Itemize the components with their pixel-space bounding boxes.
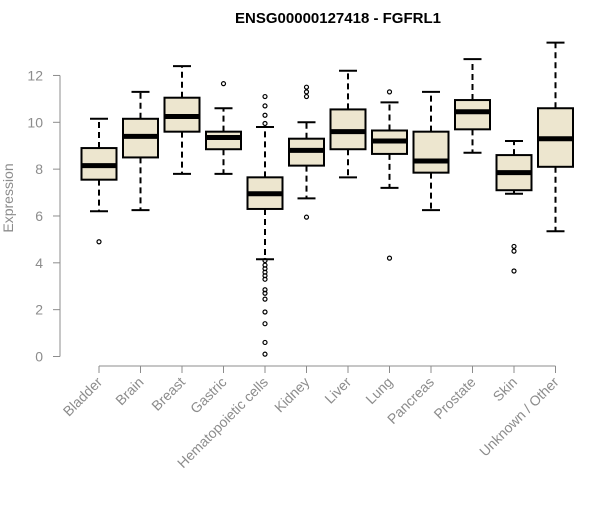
outlier-point xyxy=(511,248,517,254)
y-tick-label: 10 xyxy=(27,114,43,130)
box-liver xyxy=(329,69,367,179)
box-breast xyxy=(163,65,201,175)
outlier-point xyxy=(303,93,310,100)
y-axis-label: Expression xyxy=(0,163,16,232)
outlier-point xyxy=(262,112,268,118)
category-label: Unknown / Other xyxy=(476,374,562,460)
box-iqr xyxy=(454,99,491,131)
outlier-point xyxy=(262,309,268,315)
box-bladder xyxy=(80,117,118,245)
y-tick-label: 2 xyxy=(35,302,43,318)
outlier-point xyxy=(262,93,268,100)
outlier-point xyxy=(262,257,268,264)
y-tick-label: 0 xyxy=(35,349,43,365)
box-iqr xyxy=(205,130,242,151)
chart-title: ENSG00000127418 - FGFRL1 xyxy=(235,10,441,27)
outlier-point xyxy=(511,268,517,274)
box-gastric xyxy=(205,81,242,175)
outlier-point xyxy=(386,89,393,95)
box-skin xyxy=(495,140,533,274)
y-tick-label: 12 xyxy=(27,67,43,83)
category-label: Prostate xyxy=(430,374,478,422)
outlier-point xyxy=(386,255,393,261)
outlier-point xyxy=(262,120,268,127)
outlier-point xyxy=(262,339,268,346)
box-prostate xyxy=(454,58,491,154)
outlier-point xyxy=(96,239,102,245)
category-label: Liver xyxy=(321,374,354,407)
outlier-point xyxy=(262,321,268,327)
box-iqr xyxy=(412,130,450,174)
box-series xyxy=(80,41,574,357)
outlier-point xyxy=(220,81,227,87)
category-label: Skin xyxy=(490,374,521,405)
category-label: Bladder xyxy=(60,374,106,420)
outlier-point xyxy=(303,84,310,90)
y-tick-label: 8 xyxy=(35,161,43,177)
outlier-point xyxy=(262,296,268,302)
box-unknown-other xyxy=(537,41,574,233)
box-hematopoietic-cells xyxy=(246,93,284,357)
outlier-point xyxy=(262,103,268,109)
y-tick-label: 4 xyxy=(35,255,43,271)
outlier-point xyxy=(303,214,310,220)
box-kidney xyxy=(288,84,325,220)
y-tick-label: 6 xyxy=(35,208,43,224)
outlier-point xyxy=(303,89,310,95)
box-pancreas xyxy=(412,90,450,212)
category-label: Brain xyxy=(112,374,146,408)
category-label: Breast xyxy=(148,374,188,414)
outlier-point xyxy=(511,243,517,250)
y-axis: 0 2 4 6 8 10 12 xyxy=(27,67,61,365)
category-label: Kidney xyxy=(271,374,313,416)
outlier-point xyxy=(262,287,268,293)
outlier-point xyxy=(262,262,268,268)
outlier-point xyxy=(262,351,268,357)
box-lung xyxy=(371,89,408,261)
category-label: Lung xyxy=(362,374,395,407)
box-brain xyxy=(122,90,159,212)
